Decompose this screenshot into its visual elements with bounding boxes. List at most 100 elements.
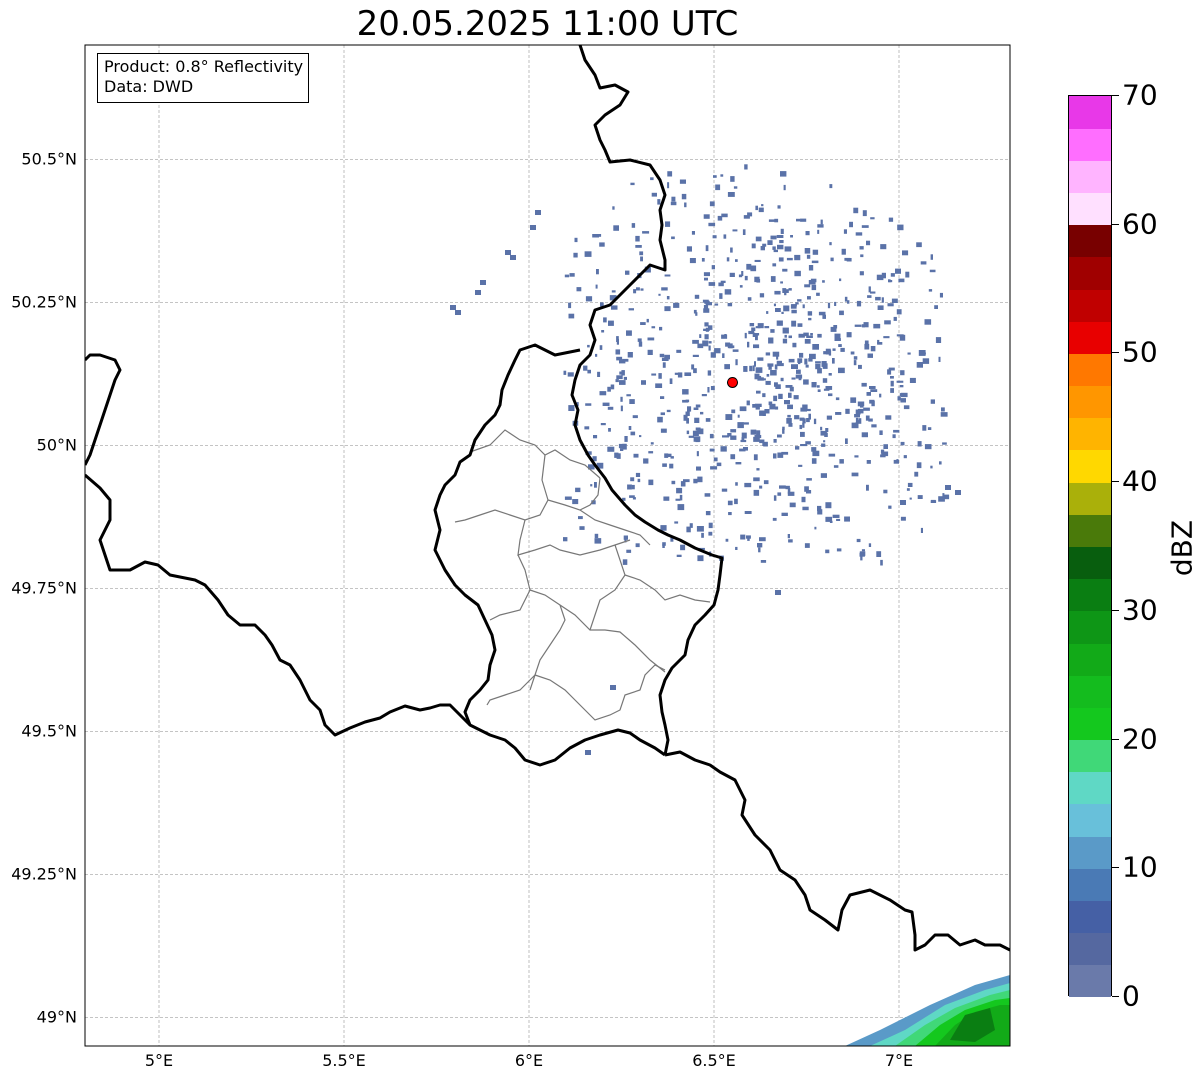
echo-cell (616, 338, 619, 345)
echo-cell (758, 375, 762, 378)
echo-cell (660, 525, 667, 531)
echo-cell (703, 214, 710, 219)
echo-cell (802, 422, 805, 428)
echo-cell (890, 388, 894, 393)
echo-cell (811, 447, 817, 452)
echo-cell (713, 457, 718, 462)
echo-cell (734, 498, 738, 505)
colorbar-segment (1069, 964, 1111, 998)
echo-cell (704, 493, 711, 497)
echo-cell (851, 422, 859, 429)
echo-cell (881, 272, 886, 279)
echo-cell (743, 422, 749, 425)
echo-cell (850, 351, 855, 355)
echo-cell (940, 412, 948, 417)
echo-cell (740, 534, 746, 540)
echo-cell (815, 361, 821, 364)
lat-tick-label: 49.25°N (11, 864, 77, 884)
echo-cell (772, 263, 777, 267)
echo-cell (867, 353, 873, 358)
echo-cell (858, 418, 862, 424)
echo-cell (633, 453, 639, 458)
echo-cell (784, 246, 792, 252)
echo-cell (830, 257, 834, 262)
echo-cell (751, 243, 756, 249)
echo-cell (762, 442, 768, 446)
echo-cell (791, 320, 797, 327)
echo-cell (689, 523, 693, 528)
echo-cell (773, 439, 777, 443)
echo-cell (777, 363, 784, 367)
echo-cell (856, 538, 861, 543)
echo-cell (587, 344, 590, 348)
echo-cell (900, 516, 906, 521)
radar-site-dot (727, 376, 738, 388)
echo-cell (610, 384, 615, 390)
echo-cell (871, 424, 877, 428)
echo-cell (774, 364, 778, 370)
echo-cell (835, 412, 842, 415)
echo-cell (721, 488, 728, 492)
echo-cell (756, 390, 761, 394)
echo-cell (675, 498, 681, 501)
echo-cell (723, 234, 727, 239)
colorbar-segment (1069, 385, 1111, 419)
echo-cell (619, 380, 626, 385)
echo-cell (833, 325, 838, 329)
echo-cell (768, 337, 774, 344)
echo-cell (782, 268, 788, 272)
echo-cell (861, 324, 865, 328)
colorbar-tick-mark (1112, 352, 1119, 354)
echo-cell (861, 432, 868, 438)
echo-cell (863, 407, 870, 411)
echo-cell (844, 516, 850, 522)
echo-cell (749, 365, 753, 372)
product-label: Product: 0.8° Reflectivity (104, 57, 304, 76)
echo-cell (743, 366, 748, 372)
echo-cell (667, 171, 673, 177)
echo-cell (596, 269, 599, 275)
echo-cell (576, 402, 579, 407)
echo-cell (797, 358, 803, 363)
echo-cell (799, 417, 805, 421)
echo-cell (584, 251, 592, 257)
echo-cell (917, 495, 923, 499)
echo-cell (825, 386, 833, 390)
echo-cell (564, 496, 572, 500)
echo-cell (680, 544, 686, 551)
echo-cell (930, 465, 933, 469)
echo-cell (568, 302, 572, 309)
echo-cell (866, 460, 871, 464)
echo-cell (941, 407, 945, 412)
echo-cell (909, 497, 912, 500)
echo-cell (792, 342, 797, 348)
echo-cell (880, 559, 883, 566)
echo-cell (838, 367, 845, 374)
colorbar-tick-mark (1112, 223, 1119, 225)
echo-cell (828, 393, 833, 397)
echo-cell (714, 303, 719, 306)
echo-cell (796, 218, 801, 222)
echo-cell (616, 453, 621, 459)
echo-cell (750, 265, 757, 272)
echo-cell (927, 427, 932, 430)
echo-cell (829, 520, 833, 523)
colorbar-segment (1069, 932, 1111, 966)
echo-cell (924, 319, 932, 325)
echo-cell (741, 432, 747, 439)
echo-cell (922, 425, 927, 431)
echo-cell (597, 371, 601, 377)
echo-cell (774, 218, 779, 223)
echo-cell (859, 271, 864, 276)
echo-cell (694, 417, 700, 423)
echo-cell (897, 224, 904, 231)
echo-cell (611, 305, 618, 310)
echo-cell (627, 484, 632, 490)
echo-cell (784, 292, 787, 296)
echo-cell (640, 322, 646, 325)
echo-cell (885, 415, 892, 420)
echo-cell (693, 368, 697, 374)
echo-cell (676, 554, 682, 557)
echo-cell (710, 466, 718, 470)
echo-cell (610, 297, 614, 300)
